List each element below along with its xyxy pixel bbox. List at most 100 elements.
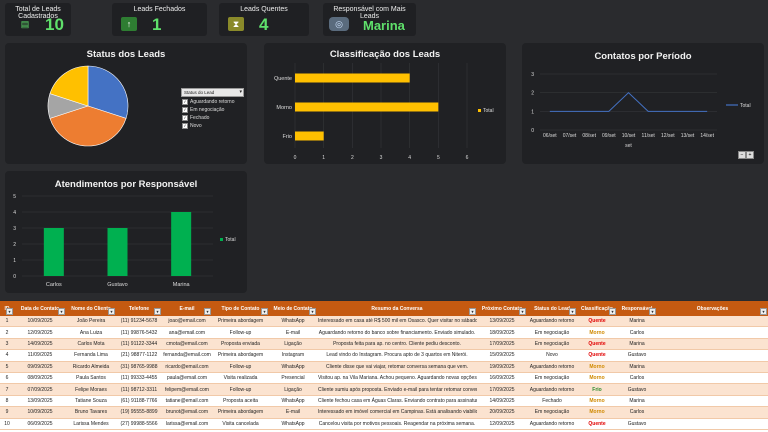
table-cell[interactable]: 11/09/2025 <box>14 349 66 362</box>
filter-dropdown-icon[interactable]: ▾ <box>469 308 476 315</box>
table-cell[interactable]: Cliente sumiu após proposta. Enviado e-m… <box>317 383 477 396</box>
table-cell[interactable]: 15/09/2025 <box>477 349 527 362</box>
table-cell[interactable]: (61) 91188-7766 <box>116 395 162 408</box>
table-cell[interactable]: Morno <box>577 361 617 373</box>
table-cell[interactable]: Bruno Tavares <box>66 406 116 419</box>
table-cell[interactable]: WhatsApp <box>269 418 317 430</box>
table-cell[interactable]: Fechado <box>527 395 577 408</box>
filter-dropdown-icon[interactable]: ▾ <box>309 308 316 315</box>
table-cell[interactable]: 17/09/2025 <box>477 383 527 396</box>
table-cell[interactable]: 10 <box>0 418 14 430</box>
legend-item[interactable]: ✓ Fechado <box>182 114 234 122</box>
table-cell[interactable]: Aguardando retorno <box>527 418 577 430</box>
table-row[interactable]: 1 10/09/2025 João Pereira (11) 91234-5678 jo… <box>0 316 768 328</box>
table-cell[interactable] <box>657 383 768 396</box>
table-cell[interactable]: Morno <box>577 326 617 339</box>
table-cell[interactable]: Carlos <box>617 406 657 419</box>
table-cell[interactable]: 4 <box>0 349 14 362</box>
table-cell[interactable]: 5 <box>0 361 14 373</box>
table-cell[interactable]: (31) 98765-9988 <box>116 361 162 373</box>
table-cell[interactable]: (19) 95555-8899 <box>116 406 162 419</box>
table-cell[interactable]: Quente <box>577 316 617 328</box>
table-row[interactable]: 2 12/09/2025 Ana Luiza (11) 99876-5432 ana@e… <box>0 326 768 339</box>
table-row[interactable]: 7 07/09/2025 Felipe Moraes (11) 98712-3311 f… <box>0 383 768 396</box>
filter-dropdown-icon[interactable]: ▾ <box>6 308 13 315</box>
table-cell[interactable]: Interessado em imóvel comercial em Campi… <box>317 406 477 419</box>
table-cell[interactable] <box>657 395 768 408</box>
table-cell[interactable]: Marina <box>617 361 657 373</box>
table-cell[interactable]: WhatsApp <box>269 395 317 408</box>
legend-item[interactable]: ✓ Novo <box>182 122 234 130</box>
table-cell[interactable]: Primeira abordagem <box>212 406 269 419</box>
table-cell[interactable] <box>657 406 768 419</box>
table-cell[interactable]: Marina <box>617 316 657 328</box>
table-row[interactable]: 8 13/09/2025 Tatiane Souza (61) 91188-7766 t… <box>0 395 768 408</box>
table-row[interactable]: 6 08/09/2025 Paula Santos (11) 99333-4455 pa… <box>0 372 768 385</box>
table-cell[interactable] <box>657 326 768 339</box>
table-row[interactable]: 3 14/09/2025 Carlos Mota (11) 91122-3344 cmo… <box>0 338 768 351</box>
filter-dropdown-icon[interactable]: ▾ <box>261 308 268 315</box>
table-cell[interactable]: 9 <box>0 406 14 419</box>
table-cell[interactable]: Aguardando retorno <box>527 383 577 396</box>
table-cell[interactable]: 17/09/2025 <box>477 338 527 351</box>
table-cell[interactable]: 13/09/2025 <box>477 316 527 328</box>
table-cell[interactable]: 2 <box>0 326 14 339</box>
chart-filter-button[interactable]: − <box>738 151 746 159</box>
table-cell[interactable]: 8 <box>0 395 14 408</box>
table-cell[interactable]: Quente <box>577 349 617 362</box>
table-cell[interactable]: (11) 99333-4455 <box>116 372 162 385</box>
table-cell[interactable]: Ligação <box>269 383 317 396</box>
filter-dropdown-icon[interactable]: ▾ <box>569 308 576 315</box>
table-cell[interactable]: Primeira abordagem <box>212 316 269 328</box>
table-cell[interactable]: Paula Santos <box>66 372 116 385</box>
table-cell[interactable]: Novo <box>527 349 577 362</box>
table-cell[interactable]: Quente <box>577 418 617 430</box>
table-cell[interactable]: Interessado em casa até R$ 500 mil em Os… <box>317 316 477 328</box>
table-cell[interactable]: Cancelou visita por motivos pessoais. Re… <box>317 418 477 430</box>
table-cell[interactable] <box>657 338 768 351</box>
table-cell[interactable]: Gustavo <box>617 349 657 362</box>
table-cell[interactable]: Em negociação <box>527 372 577 385</box>
table-row[interactable]: 9 10/09/2025 Bruno Tavares (19) 95555-8899 b… <box>0 406 768 419</box>
table-cell[interactable]: 14/09/2025 <box>14 338 66 351</box>
table-cell[interactable]: joao@email.com <box>162 316 212 328</box>
table-cell[interactable]: Instagram <box>269 349 317 362</box>
table-cell[interactable]: 14/09/2025 <box>477 395 527 408</box>
table-cell[interactable]: Cliente disse que vai viajar, retomar co… <box>317 361 477 373</box>
table-cell[interactable]: Em negociação <box>527 326 577 339</box>
table-cell[interactable]: Marina <box>617 338 657 351</box>
table-cell[interactable]: Presencial <box>269 372 317 385</box>
table-cell[interactable]: WhatsApp <box>269 361 317 373</box>
table-cell[interactable]: (11) 98712-3311 <box>116 383 162 396</box>
table-cell[interactable]: cmota@email.com <box>162 338 212 351</box>
table-cell[interactable]: fernanda@email.com <box>162 349 212 362</box>
table-cell[interactable]: 10/09/2025 <box>14 406 66 419</box>
table-cell[interactable]: felipem@email.com <box>162 383 212 396</box>
filter-dropdown-icon[interactable]: ▾ <box>609 308 616 315</box>
table-cell[interactable]: Em negociação <box>527 338 577 351</box>
table-cell[interactable]: Proposta enviada <box>212 338 269 351</box>
table-cell[interactable]: Morno <box>577 372 617 385</box>
table-cell[interactable]: Em negociação <box>527 406 577 419</box>
contatos-chart-panel[interactable]: Contatos por Período 0 1 2 3 06/set 07/set 08/… <box>522 43 764 164</box>
table-cell[interactable]: larissa@email.com <box>162 418 212 430</box>
table-cell[interactable]: brunot@email.com <box>162 406 212 419</box>
table-cell[interactable]: 19/09/2025 <box>477 361 527 373</box>
table-cell[interactable]: tatiane@email.com <box>162 395 212 408</box>
filter-dropdown-icon[interactable]: ▾ <box>154 308 161 315</box>
table-cell[interactable]: 6 <box>0 372 14 385</box>
table-cell[interactable]: Felipe Moraes <box>66 383 116 396</box>
filter-dropdown-icon[interactable]: ▾ <box>108 308 115 315</box>
table-cell[interactable]: ricardo@email.com <box>162 361 212 373</box>
checkbox-icon[interactable]: ✓ <box>182 107 188 113</box>
table-cell[interactable]: Gustavo <box>617 383 657 396</box>
table-cell[interactable]: WhatsApp <box>269 316 317 328</box>
table-cell[interactable]: Quente <box>577 338 617 351</box>
table-cell[interactable]: Aguardando retorno do banco sobre financ… <box>317 326 477 339</box>
table-row[interactable]: 5 09/09/2025 Ricardo Almeida (31) 98765-998… <box>0 361 768 373</box>
table-cell[interactable]: Morno <box>577 406 617 419</box>
table-cell[interactable]: 1 <box>0 316 14 328</box>
table-cell[interactable]: Lead vindo do Instagram. Procura apto de… <box>317 349 477 362</box>
table-cell[interactable]: 16/09/2025 <box>477 372 527 385</box>
table-cell[interactable] <box>657 316 768 328</box>
